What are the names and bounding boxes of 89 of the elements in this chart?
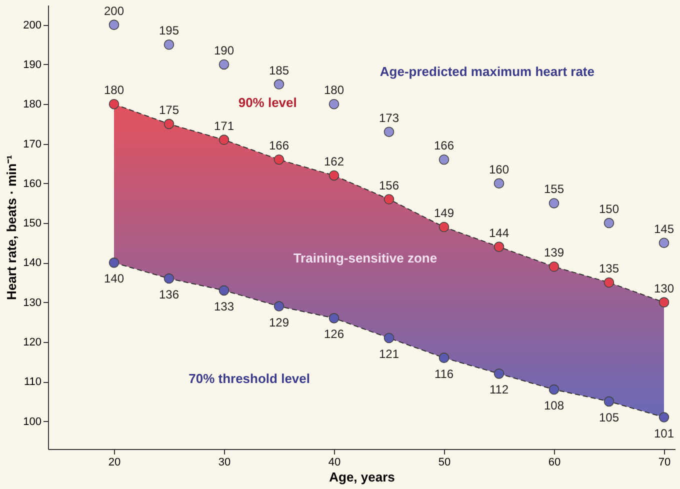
data-label: 185 [268,63,290,78]
data-label: 166 [434,138,454,153]
point [604,218,614,228]
data-label: 173 [378,110,400,125]
point [604,277,614,288]
data-label: 171 [214,118,234,133]
point [328,98,340,110]
x-tick-label: 30 [218,456,231,468]
data-label: 105 [598,410,620,424]
point [218,285,230,296]
annotation: 70% threshold level [188,370,310,386]
data-label: 136 [158,288,180,302]
y-tick-label: 120 [23,336,42,348]
data-label: 180 [104,83,124,98]
data-label: 121 [378,347,400,361]
point [548,384,560,395]
point [384,126,394,137]
data-label: 129 [268,315,290,330]
point [328,170,340,181]
y-tick-label: 130 [23,296,42,309]
data-label: 166 [268,138,290,153]
point [274,154,284,165]
data-label: 133 [214,299,234,314]
x-tick-label: 40 [328,456,341,468]
data-label: 140 [104,272,124,286]
point [384,332,394,344]
x-tick-label: 50 [438,456,451,468]
data-label: 149 [434,206,454,220]
point [164,40,174,50]
data-label: 160 [488,162,510,176]
point [658,297,670,308]
point [164,118,174,130]
data-label: 139 [544,246,564,260]
y-tick-label: 110 [24,376,42,388]
point [548,262,560,272]
point [218,59,230,70]
data-label: 195 [158,24,180,38]
point [494,368,504,379]
y-tick-label: 200 [23,19,42,32]
data-label: 150 [598,202,620,216]
annotation: 90% level [238,94,297,110]
data-label: 112 [489,382,509,397]
point [218,134,230,145]
x-tick-label: 20 [108,456,121,468]
y-tick-label: 170 [23,138,42,150]
data-label: 156 [378,178,400,192]
data-label: 155 [544,182,564,196]
y-tick-label: 160 [23,178,42,190]
data-label: 175 [158,102,180,117]
data-label: 135 [598,262,620,276]
y-tick-label: 150 [23,218,42,230]
data-label: 116 [434,366,454,381]
y-axis-title: Heart rate, beats · min⁻¹ [4,155,20,300]
data-label: 101 [654,426,674,440]
data-label: 200 [104,4,124,18]
data-label: 145 [654,222,674,236]
x-tick-label: 70 [658,456,671,468]
point [328,313,340,324]
annotation: Training-sensitive zone [293,250,438,266]
point [274,79,284,90]
point [438,352,450,363]
x-axis-title: Age, years [329,470,395,484]
point [108,258,120,268]
point [494,242,504,252]
point [274,301,284,312]
data-label: 162 [324,154,344,168]
data-label: 130 [654,281,674,296]
point [494,178,504,189]
data-label: 190 [214,43,234,58]
data-label: 126 [324,327,344,342]
annotation: Age-predicted maximum heart rate [380,64,594,79]
x-tick-label: 60 [548,456,561,468]
data-label: 144 [488,226,510,240]
point [438,154,450,165]
point [658,238,670,248]
point [108,98,120,110]
point [658,412,670,422]
data-label: 180 [324,83,344,98]
y-tick-label: 100 [23,416,42,428]
point [108,20,120,30]
point [438,222,450,232]
point [604,396,614,407]
y-tick-label: 140 [23,257,42,270]
y-tick-label: 190 [23,58,42,71]
y-tick-label: 180 [23,98,42,111]
point [548,198,560,208]
data-label: 108 [544,398,564,413]
point [164,273,174,284]
point [384,194,394,204]
